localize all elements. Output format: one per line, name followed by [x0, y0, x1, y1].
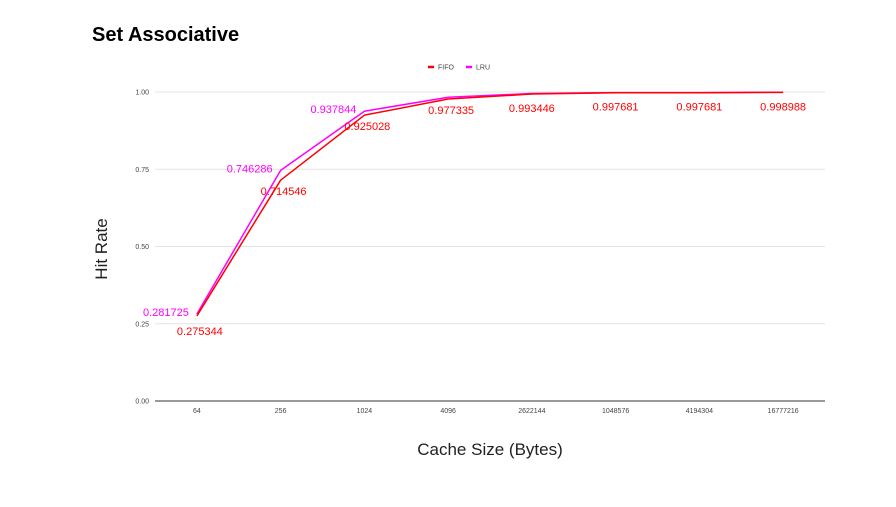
- y-tick-label: 0.50: [135, 244, 149, 251]
- data-label-fifo: 0.993446: [509, 103, 555, 115]
- y-tick-label: 0.00: [135, 399, 149, 406]
- x-tick-label: 4096: [440, 408, 456, 415]
- gridlines: [155, 91, 825, 402]
- x-tick-label: 64: [193, 408, 201, 415]
- data-label-lru: 0.281725: [143, 307, 189, 319]
- x-tick-label: 256: [275, 408, 287, 415]
- x-tick-label: 2622144: [518, 408, 545, 415]
- legend-label-lru: LRU: [476, 65, 490, 72]
- axes: 0.00 0.25 0.50 0.75 1.00 64 256 1024 4096 2622144…: [135, 90, 798, 416]
- data-labels: 0.275344 0.714546 0.925028 0.977335 0.993446…: [143, 101, 806, 338]
- data-label-fifo: 0.275344: [177, 326, 223, 338]
- data-label-fifo: 0.997681: [676, 102, 722, 114]
- x-tick-label: 16777216: [768, 408, 799, 415]
- legend-label-fifo: FIFO: [438, 65, 454, 72]
- data-label-fifo: 0.997681: [593, 102, 639, 114]
- x-axis-label: Cache Size (Bytes): [417, 440, 563, 459]
- data-label-lru: 0.937844: [310, 104, 356, 116]
- data-label-fifo: 0.998988: [760, 101, 806, 113]
- chart-title: Set Associative: [92, 24, 240, 46]
- y-tick-label: 1.00: [135, 90, 149, 97]
- legend: FIFO LRU: [428, 65, 490, 72]
- data-label-lru: 0.746286: [227, 163, 273, 175]
- data-label-fifo: 0.714546: [261, 186, 307, 198]
- x-tick-label: 1048576: [602, 408, 629, 415]
- y-tick-label: 0.75: [135, 167, 149, 174]
- series-line-fifo: [196, 91, 784, 317]
- data-label-fifo: 0.925028: [344, 121, 390, 133]
- series-line-lru: [196, 91, 784, 315]
- series-lines: [196, 91, 784, 317]
- x-tick-label: 4194304: [686, 408, 713, 415]
- x-tick-label: 1024: [357, 408, 373, 415]
- y-tick-label: 0.25: [135, 321, 149, 328]
- data-label-fifo: 0.977335: [428, 105, 474, 117]
